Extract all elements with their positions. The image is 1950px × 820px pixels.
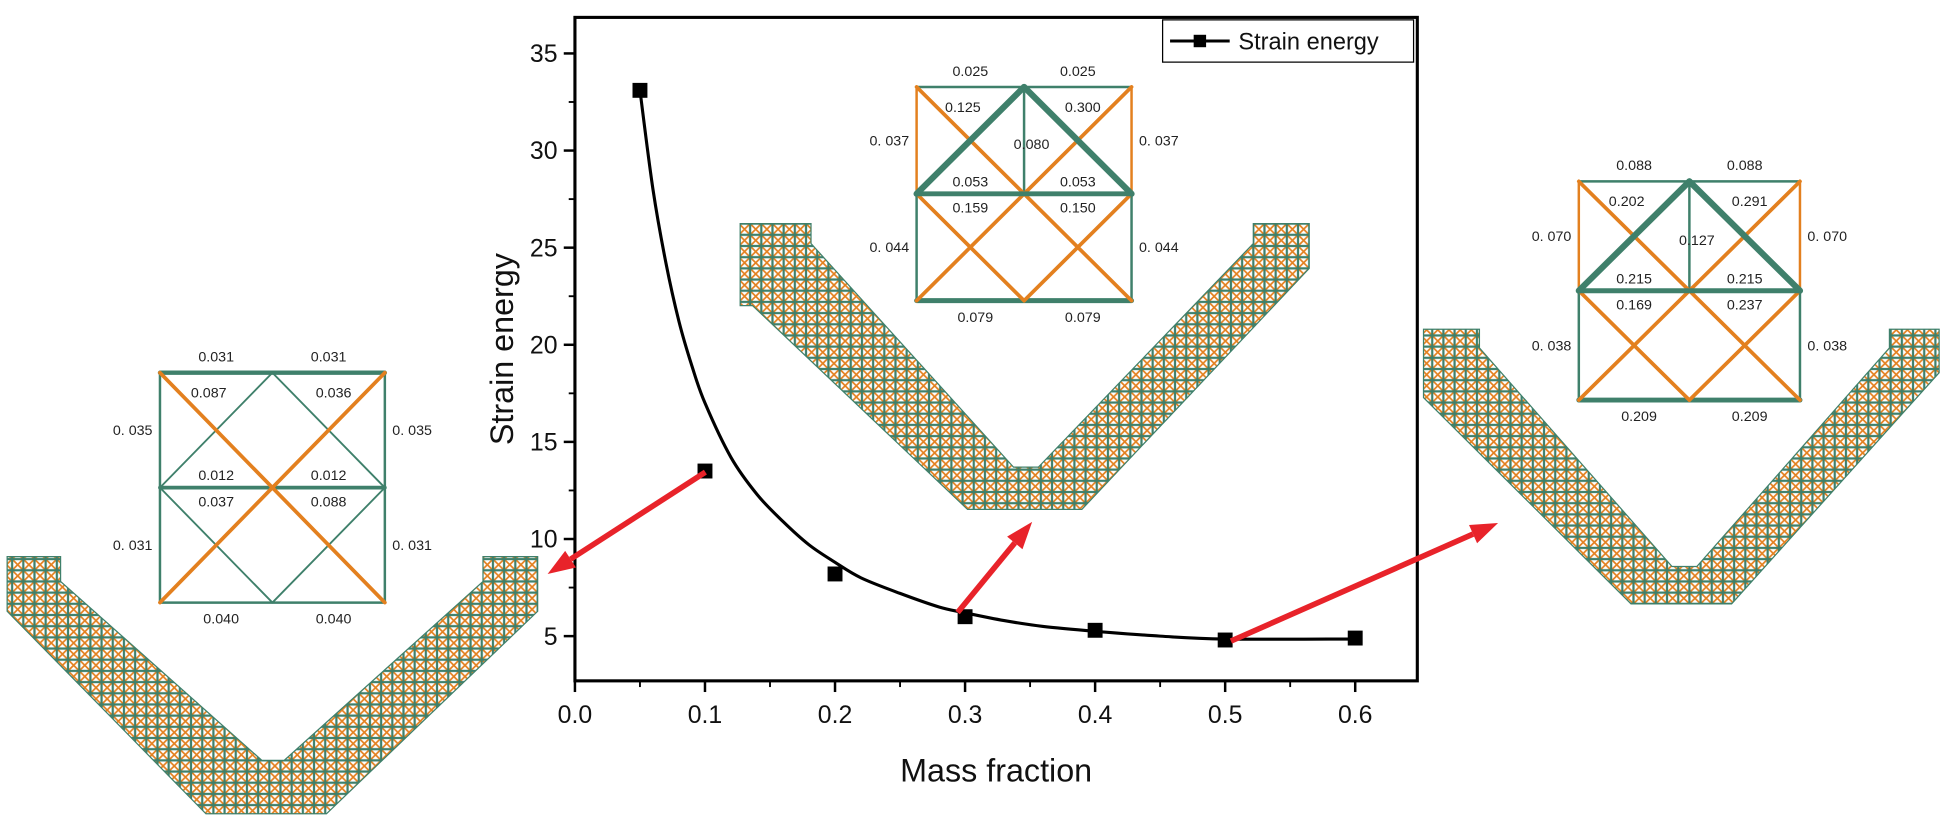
truss-inset-middle: 0.025 0.025 0.125 0.300 0. 037 0. 037 0.080 0.0… [869,64,1178,326]
member-main-diagonal [158,370,387,605]
y-tick-label: 15 [530,430,558,457]
annotation-arrow-shaft [569,469,707,562]
member-diagonal [1576,288,1692,402]
member-label: 0.088 [311,494,347,510]
x-tick-label: 0.3 [948,702,983,729]
lattice-structure-right [1422,328,1940,605]
member-label: 0.079 [1065,310,1101,326]
member-label: 0.025 [952,64,988,80]
data-point-square [957,609,973,625]
member-label: 0.025 [1060,64,1096,80]
member-diagonal [1687,288,1802,402]
member-label: 0. 031 [113,538,153,554]
member-label: 0.209 [1732,409,1768,425]
x-tick-label: 0.5 [1208,702,1243,729]
chart: 0.0 0.1 0.2 0.3 0.4 0.5 0.6 5 10 15 20 25 30 35 Mass… [484,15,1499,788]
plot-frame [573,15,1419,683]
member-label: 0.040 [316,612,352,628]
data-point-square [1217,632,1233,648]
member-label: 0.291 [1732,194,1768,210]
x-axis-title: Mass fraction [900,752,1092,788]
member-thick-diagonal [913,83,1028,197]
member-label: 0. 037 [869,133,909,149]
member-label: 0. 070 [1807,229,1847,245]
member-label: 0.053 [1060,174,1096,190]
annotation-arrow-shaft [1229,531,1475,644]
member-label: 0.125 [945,100,981,116]
data-points [632,82,1363,648]
member-label: 0.127 [1679,233,1715,249]
x-tick-label: 0.4 [1078,702,1113,729]
member-label: 0. 044 [1139,240,1179,256]
y-tick-label: 10 [530,527,558,554]
member-label: 0.237 [1727,297,1763,313]
member-thick-diagonal [1575,178,1693,294]
member-label: 0.209 [1621,409,1657,425]
data-point-square [632,82,648,98]
member-label: 0. 035 [113,423,153,439]
annotation-arrowhead [547,550,576,574]
annotation-arrowhead [1469,523,1499,544]
member-diagonal [914,191,1026,303]
x-tick-label: 0.0 [558,702,593,729]
legend-marker [1193,34,1207,48]
truss-inset-right: 0.088 0.088 0.202 0.291 0. 070 0. 070 0.127 0.2… [1532,158,1847,425]
y-axis-title: Strain energy [484,252,520,445]
annotation-arrowhead [1007,521,1033,550]
fit-curve [638,90,1356,641]
y-tick-label: 20 [530,332,558,359]
member-label: 0.087 [191,386,227,402]
lattice-structure-middle [739,223,1310,511]
member-label: 0.012 [311,468,347,484]
y-tick-label: 30 [530,138,558,165]
x-tick-label: 0.1 [688,702,723,729]
member-label: 0. 038 [1532,338,1572,354]
lattice-structure-left [6,555,539,815]
member-label: 0.053 [952,174,988,190]
member-label: 0.159 [952,200,988,216]
y-tick-label: 25 [530,235,558,262]
member-label: 0.036 [316,386,352,402]
structures [6,223,1940,815]
member-label: 0. 035 [392,423,432,439]
member-label: 0.040 [203,612,239,628]
data-point-square [1347,630,1363,646]
member-label: 0. 044 [869,240,909,256]
member-label: 0.215 [1616,271,1652,287]
member-label: 0. 070 [1532,229,1572,245]
truss-inset-left: 0.031 0.031 0.087 0.036 0. 035 0. 035 0.012 0.0… [113,350,432,628]
member-label: 0.031 [311,350,347,366]
member-label: 0.150 [1060,200,1096,216]
data-point-square [1087,622,1103,638]
y-axis: 5 10 15 20 25 30 35 [530,41,575,651]
member-label: 0.088 [1616,158,1652,174]
member-label: 0. 038 [1807,338,1847,354]
member-label: 0.088 [1727,158,1763,174]
annotation-arrows [547,469,1499,644]
member-label: 0.012 [198,468,234,484]
member-label: 0.037 [198,494,234,510]
member-label: 0.215 [1727,271,1763,287]
member-label: 0.169 [1616,297,1652,313]
member-label: 0.080 [1014,137,1050,153]
member-label: 0.202 [1609,194,1645,210]
member-label: 0.079 [957,310,993,326]
member-thick-diagonal [1020,83,1135,197]
member-label: 0.031 [198,350,234,366]
member-label: 0.300 [1065,100,1101,116]
x-axis: 0.0 0.1 0.2 0.3 0.4 0.5 0.6 [558,680,1373,729]
y-tick-label: 35 [530,41,558,68]
annotation-arrow-shaft [955,541,1017,615]
y-tick-label: 5 [544,624,558,651]
x-tick-label: 0.6 [1338,702,1373,729]
member-label: 0. 037 [1139,133,1179,149]
data-point-square [827,566,843,582]
legend-label: Strain energy [1238,30,1379,56]
member-diagonal [1022,191,1134,303]
member-thick-diagonal [1686,178,1804,294]
member-label: 0. 031 [392,538,432,554]
legend: Strain energy [1161,19,1415,63]
x-tick-label: 0.2 [818,702,853,729]
